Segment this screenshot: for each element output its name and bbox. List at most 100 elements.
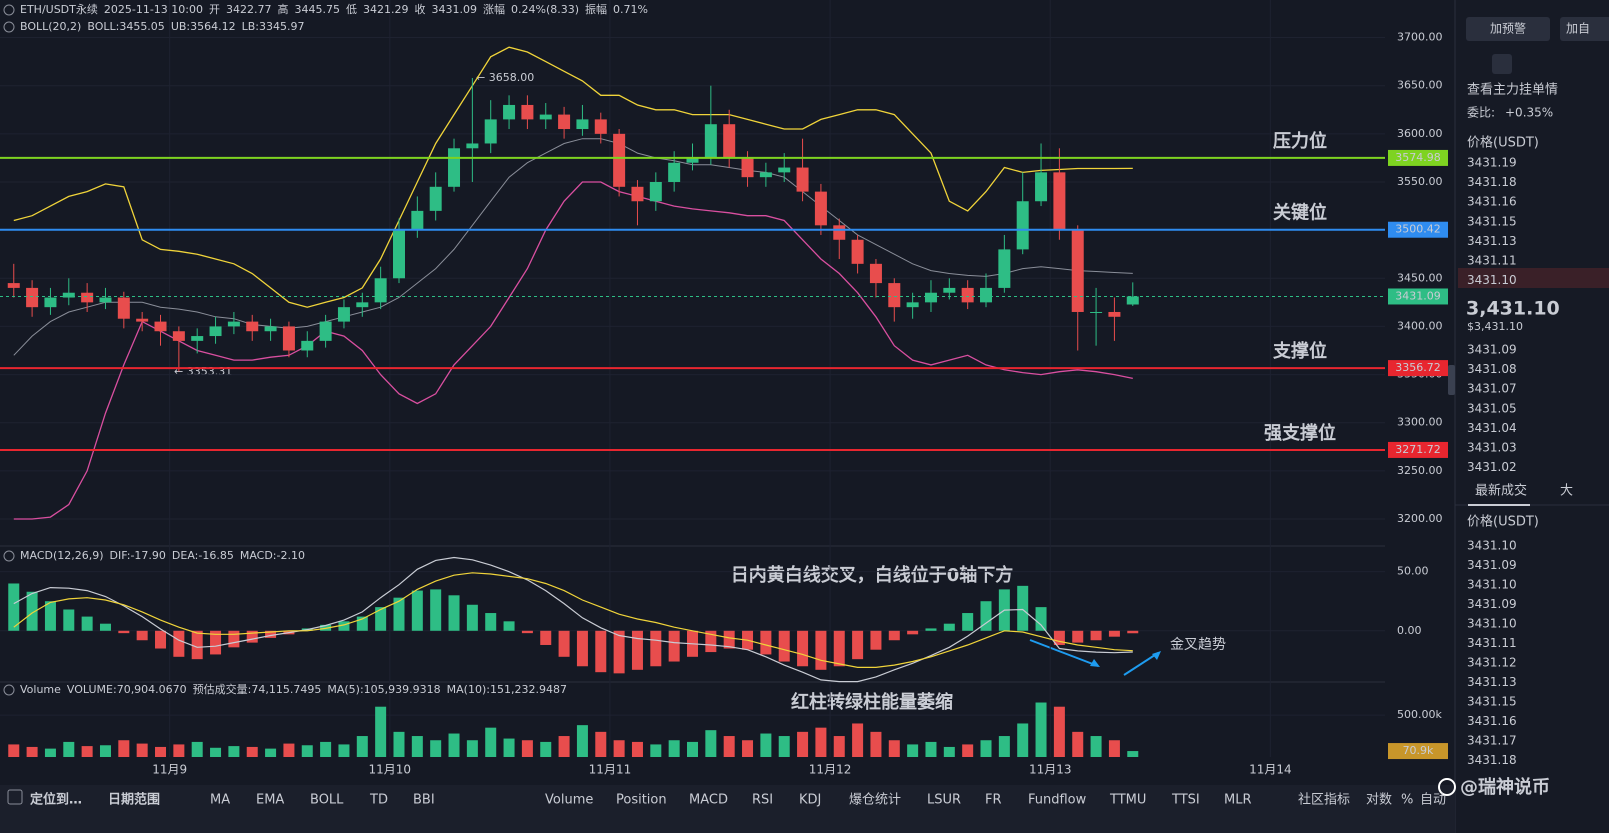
ask-price: 3431.11 xyxy=(1467,254,1517,268)
candle-body xyxy=(411,210,424,231)
legend-item: 低 xyxy=(346,3,357,16)
depth-mode-icon[interactable] xyxy=(1492,54,1512,74)
volume-bar xyxy=(44,748,56,757)
y-tick-label: 3250.00 xyxy=(1397,464,1443,477)
candle-body xyxy=(631,186,644,202)
candle-body xyxy=(209,326,222,337)
macd-bar xyxy=(265,630,277,638)
button-label: 加预警 xyxy=(1490,21,1526,36)
candle-body xyxy=(924,292,937,303)
candle-body xyxy=(227,321,240,327)
candle-body xyxy=(814,191,827,226)
dea-line xyxy=(13,572,1133,668)
toolbar-item[interactable]: KDJ xyxy=(799,793,821,808)
candle-body xyxy=(191,336,204,341)
toolbar-item[interactable]: 定位到… xyxy=(29,792,82,808)
candle-body xyxy=(888,283,901,308)
volume-bar xyxy=(943,746,955,757)
volume-bar xyxy=(576,725,588,757)
toolbar-item[interactable]: Volume xyxy=(545,793,593,808)
toolbar-item[interactable]: BBI xyxy=(413,793,435,808)
volume-bar xyxy=(907,744,919,757)
calendar-icon[interactable] xyxy=(7,789,23,805)
toolbar-item[interactable]: EMA xyxy=(256,793,284,808)
toolbar-item[interactable]: Position xyxy=(616,793,667,808)
side-panel-bg xyxy=(1455,0,1609,833)
ask-price: 3431.19 xyxy=(1467,156,1517,170)
level-label: 关键位 xyxy=(1273,202,1327,224)
volume-bar xyxy=(723,736,735,757)
macd-bar xyxy=(980,601,992,631)
tab[interactable]: 最新成交 xyxy=(1475,483,1527,499)
collapse-icon[interactable] xyxy=(3,684,15,696)
price-tag xyxy=(1388,288,1448,305)
toolbar-item[interactable]: TTMU xyxy=(1109,793,1146,808)
legend-item: 预估成交量:74,115.7495 xyxy=(193,682,322,696)
toolbar-item[interactable]: 自动 xyxy=(1420,793,1446,808)
macd-bar xyxy=(503,621,515,631)
toolbar-item[interactable]: % xyxy=(1401,793,1413,808)
candle-body xyxy=(594,119,607,134)
volume-bar xyxy=(962,744,974,757)
volume-bar xyxy=(778,736,790,757)
macd-bar xyxy=(26,591,38,631)
macd-bar xyxy=(173,630,185,657)
volume-bar xyxy=(925,741,937,757)
legend-item: LB:3345.97 xyxy=(242,20,305,33)
bid-price: 3431.07 xyxy=(1467,382,1517,396)
toolbar-item[interactable]: TTSI xyxy=(1171,793,1200,808)
macd-bar xyxy=(356,616,368,631)
toolbar-item[interactable]: TD xyxy=(369,793,388,808)
collapse-icon[interactable] xyxy=(3,21,15,33)
macd-bar xyxy=(8,583,20,631)
toolbar-item[interactable]: RSI xyxy=(752,793,773,808)
ask-price: 3431.15 xyxy=(1467,214,1517,228)
price-tag-label: 3500.42 xyxy=(1395,223,1441,236)
price-tag xyxy=(1388,221,1448,238)
toolbar-item[interactable]: Fundflow xyxy=(1028,793,1087,808)
volume-tag-label: 70.9k xyxy=(1403,744,1434,757)
macd-bar xyxy=(797,630,809,667)
volume-bar xyxy=(1072,731,1084,757)
toolbar-item[interactable]: 日期范围 xyxy=(108,792,160,808)
toolbar-item[interactable]: 社区指标 xyxy=(1298,792,1350,808)
last-usd: $3,431.10 xyxy=(1467,320,1523,333)
candle-body xyxy=(558,114,571,130)
volume-bar xyxy=(650,744,662,757)
tab[interactable]: 大 xyxy=(1560,484,1573,499)
candle-body xyxy=(668,162,681,182)
toolbar-item[interactable]: LSUR xyxy=(927,793,961,808)
legend-item: 0.24%(8.33) xyxy=(511,3,579,16)
collapse-icon[interactable] xyxy=(3,550,15,562)
bid-price: 3431.03 xyxy=(1467,441,1517,455)
candle-body xyxy=(26,287,39,308)
button[interactable] xyxy=(1560,17,1609,41)
button[interactable] xyxy=(1466,17,1550,41)
trade-price: 3431.11 xyxy=(1467,636,1517,650)
macd-bar xyxy=(63,609,75,631)
level-label: 强支撑位 xyxy=(1264,422,1336,444)
volume-bar xyxy=(503,738,515,757)
volume-bar xyxy=(1090,736,1102,757)
volume-bar xyxy=(430,740,442,757)
scroll-handle[interactable] xyxy=(1448,365,1455,395)
macd-bar xyxy=(815,630,827,670)
toolbar-item[interactable]: MACD xyxy=(689,793,728,808)
trade-price: 3431.17 xyxy=(1467,734,1517,748)
legend-item: MACD:-2.10 xyxy=(240,549,305,562)
toolbar-item[interactable]: 对数 xyxy=(1366,793,1392,808)
collapse-icon[interactable] xyxy=(3,4,15,16)
chart-bg xyxy=(0,0,1455,785)
volume-bar xyxy=(1108,740,1120,757)
volume-bar xyxy=(760,733,772,757)
candle-body xyxy=(943,287,956,293)
volume-bar xyxy=(797,731,809,757)
toolbar-item[interactable]: MLR xyxy=(1224,793,1252,808)
toolbar-item[interactable]: FR xyxy=(985,793,1002,808)
toolbar-item[interactable]: BOLL xyxy=(310,793,344,808)
toolbar-item[interactable]: MA xyxy=(210,793,230,808)
candle-body xyxy=(539,114,552,120)
legend-item: 开 xyxy=(209,3,220,16)
toolbar-item[interactable]: 爆仓统计 xyxy=(849,793,901,808)
macd-bar xyxy=(375,607,387,631)
